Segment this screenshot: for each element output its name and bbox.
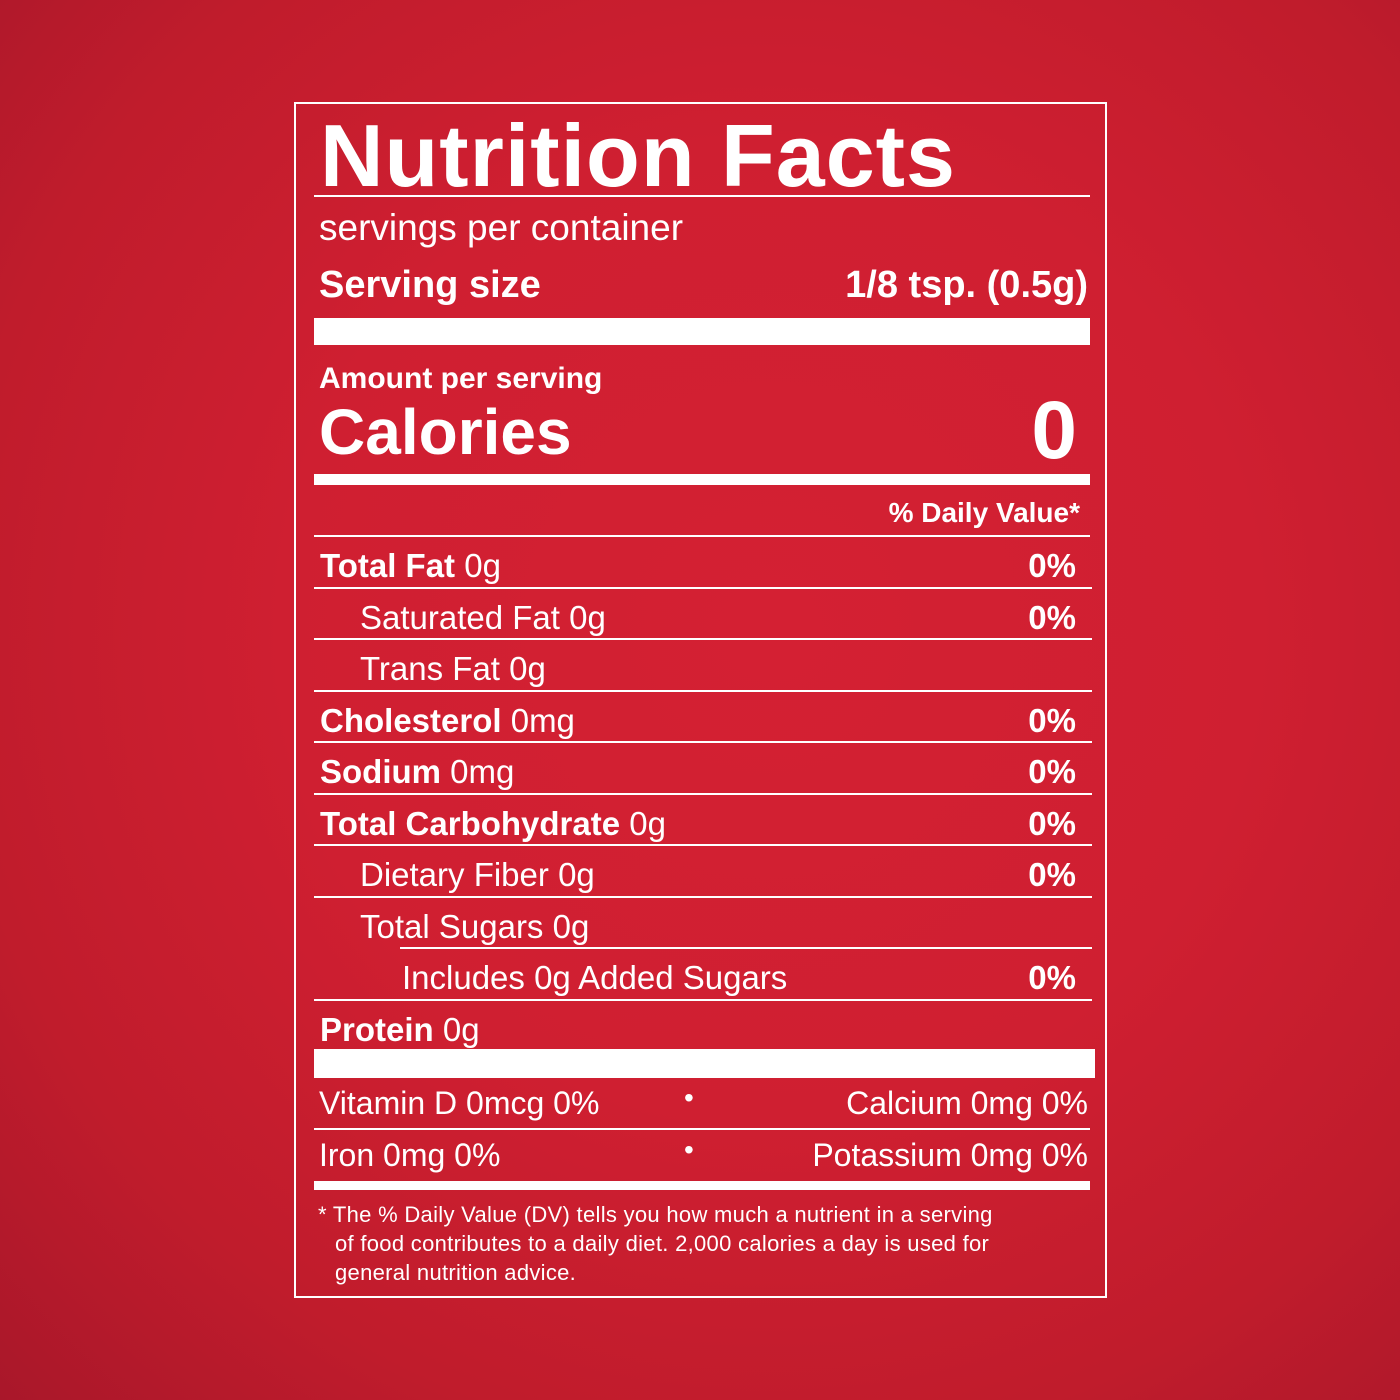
daily-value-header: % Daily Value* — [888, 497, 1080, 528]
iron: Iron 0mg 0% — [319, 1137, 501, 1173]
calories-label: Calories — [319, 396, 572, 468]
footnote: * The % Daily Value (DV) tells you how m… — [318, 1200, 1078, 1287]
servings-per-container: servings per container — [319, 207, 684, 248]
divider — [314, 844, 1092, 846]
nutrient-row-dietary-fiber: Dietary Fiber 0g 0% — [314, 846, 1090, 897]
divider — [314, 535, 1090, 537]
thick-divider — [314, 1049, 1095, 1078]
nutrient-row-total-fat: Total Fat 0g 0% — [314, 537, 1090, 588]
nutrient-row-saturated-fat: Saturated Fat 0g 0% — [314, 589, 1090, 640]
nutrient-amount: 0g — [509, 650, 546, 687]
nutrient-amount: 0g — [464, 547, 501, 584]
nutrient-name: Dietary Fiber — [360, 856, 549, 893]
calcium: Calcium 0mg 0% — [846, 1085, 1088, 1121]
nutrient-dv: 0% — [1028, 805, 1076, 842]
potassium: Potassium 0mg 0% — [812, 1137, 1088, 1173]
nutrient-name: Trans Fat — [360, 650, 500, 687]
nutrient-row-added-sugars: Includes 0g Added Sugars 0% — [314, 949, 1090, 1000]
nutrient-amount: 0mg — [450, 753, 515, 790]
medium-divider — [314, 474, 1090, 485]
nutrient-amount: 0g — [569, 599, 606, 636]
medium-divider — [314, 1181, 1090, 1190]
divider — [314, 896, 1092, 898]
divider — [314, 587, 1092, 589]
divider — [314, 638, 1092, 640]
footnote-line: general nutrition advice. — [335, 1260, 577, 1285]
nutrient-name: Protein — [320, 1011, 434, 1048]
divider — [314, 1128, 1090, 1130]
label-title: Nutrition Facts — [320, 106, 956, 205]
nutrient-name: Saturated Fat — [360, 599, 560, 636]
amount-per-serving: Amount per serving — [319, 362, 603, 395]
divider — [314, 741, 1092, 743]
vitamin-d: Vitamin D 0mcg 0% — [319, 1085, 600, 1121]
nutrient-row-sodium: Sodium 0mg 0% — [314, 743, 1090, 794]
thick-divider — [314, 318, 1090, 345]
nutrient-dv: 0% — [1028, 753, 1076, 790]
nutrient-row-trans-fat: Trans Fat 0g — [314, 640, 1090, 691]
nutrient-amount: 0g — [629, 805, 666, 842]
nutrient-amount: 0g — [442, 1011, 480, 1048]
nutrient-row-cholesterol: Cholesterol 0mg 0% — [314, 692, 1090, 743]
nutrition-facts-label: Nutrition Facts servings per container S… — [294, 102, 1107, 1298]
nutrient-dv: 0% — [1028, 599, 1076, 636]
nutrient-dv: 0% — [1028, 547, 1076, 584]
serving-size-value: 1/8 tsp. (0.5g) — [845, 264, 1088, 306]
nutrient-amount: 0g — [552, 908, 590, 945]
footnote-line: of food contributes to a daily diet. 2,0… — [335, 1231, 990, 1256]
nutrient-amount: 0g — [558, 856, 595, 893]
calories-value: 0 — [1031, 385, 1077, 476]
nutrient-row-total-sugars: Total Sugars 0g — [314, 898, 1090, 949]
nutrient-name: Total Fat — [320, 547, 456, 584]
nutrient-row-total-carbohydrate: Total Carbohydrate 0g 0% — [314, 795, 1090, 846]
nutrient-dv: 0% — [1028, 959, 1076, 996]
nutrient-amount: 0mg — [510, 702, 575, 739]
divider — [314, 793, 1092, 795]
divider — [314, 195, 1090, 197]
nutrient-name: Includes 0g Added Sugars — [402, 959, 788, 996]
footnote-line: * The % Daily Value (DV) tells you how m… — [318, 1202, 993, 1227]
nutrient-name: Total Carbohydrate — [320, 805, 621, 842]
bullet-separator: • — [684, 1134, 694, 1165]
nutrient-name: Cholesterol — [320, 702, 502, 739]
nutrient-name: Total Sugars — [360, 908, 544, 945]
divider — [400, 947, 1092, 949]
nutrient-dv: 0% — [1028, 702, 1076, 739]
nutrient-row-protein: Protein 0g — [314, 1001, 1090, 1052]
nutrient-name: Sodium — [320, 753, 441, 790]
nutrient-dv: 0% — [1028, 856, 1076, 893]
divider — [314, 999, 1092, 1001]
serving-size-label: Serving size — [319, 264, 541, 306]
bullet-separator: • — [684, 1082, 694, 1113]
divider — [314, 690, 1092, 692]
